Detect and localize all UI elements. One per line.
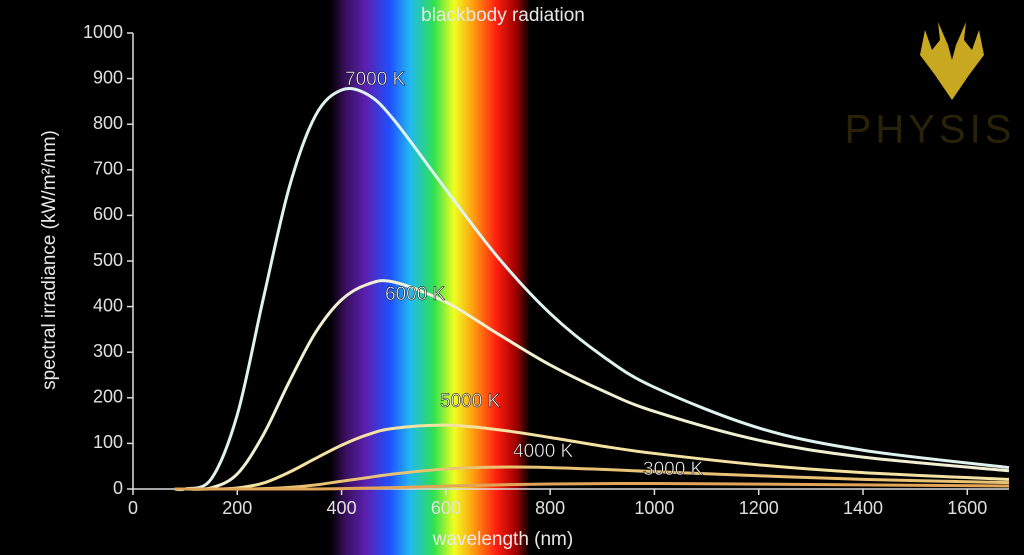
y-tick-label: 800 [93,113,123,133]
x-tick-label: 600 [431,498,461,518]
watermark: PHYSIS [845,108,1016,152]
curve [174,279,1010,491]
y-tick-label: 700 [93,159,123,179]
y-tick-label: 400 [93,295,123,315]
curve [174,87,1010,492]
curve-label: 6000 K [385,284,446,305]
curve-label: 4000 K [513,441,574,462]
x-tick-label: 1000 [634,498,674,518]
x-tick-label: 1600 [947,498,987,518]
y-tick-label: 500 [93,250,123,270]
y-axis-label: spectral irradiance (kW/m²/nm) [39,130,60,390]
logo: PHYSIS [845,22,1016,152]
x-axis-label: wavelength (nm) [432,529,573,550]
x-tick-label: 1400 [843,498,883,518]
y-tick-label: 300 [93,341,123,361]
y-tick-label: 100 [93,432,123,452]
x-tick-label: 1200 [739,498,779,518]
y-tick-label: 200 [93,387,123,407]
curve-label: 3000 K [643,459,704,480]
y-tick-label: 900 [93,67,123,87]
y-tick-label: 600 [93,204,123,224]
y-tick-label: 0 [113,478,123,498]
x-tick-label: 200 [222,498,252,518]
chart-title: blackbody radiation [421,5,585,26]
curve-label: 5000 K [440,391,501,412]
curve [174,481,1010,491]
x-tick-label: 800 [535,498,565,518]
y-tick-label: 1000 [83,22,123,42]
x-tick-label: 400 [327,498,357,518]
curve-label: 7000 K [345,69,406,90]
x-tick-label: 0 [128,498,138,518]
